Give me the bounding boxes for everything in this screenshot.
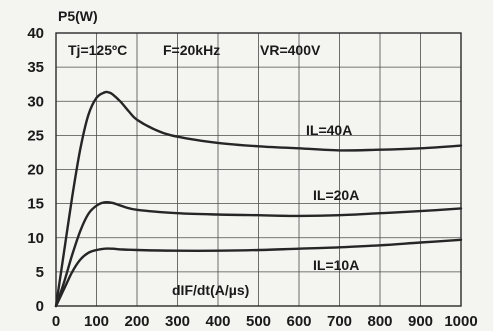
series-line-il20a xyxy=(54,200,463,308)
x-tick-label: 300 xyxy=(165,313,190,330)
series-line-il10a xyxy=(54,238,463,308)
y-tick-label: 25 xyxy=(27,127,44,144)
x-tick-label: 100 xyxy=(84,313,109,330)
y-tick-label: 5 xyxy=(36,264,44,281)
y-tick-label: 0 xyxy=(36,298,44,315)
x-tick-label: 0 xyxy=(52,313,60,330)
x-tick-label: 200 xyxy=(124,313,149,330)
y-tick-label: 10 xyxy=(27,230,44,247)
x-tick-label: 400 xyxy=(205,313,230,330)
y-tick-label: 35 xyxy=(27,59,44,76)
series-label-il40: IL=40A xyxy=(306,122,352,138)
annotation-frequency: F=20kHz xyxy=(163,42,220,58)
series-label-il20: IL=20A xyxy=(313,187,359,203)
y-tick-label: 40 xyxy=(27,25,44,42)
x-tick-label: 1000 xyxy=(444,313,477,330)
x-tick-label: 600 xyxy=(286,313,311,330)
series-label-il10: IL=10A xyxy=(313,257,359,273)
x-tick-label: 700 xyxy=(327,313,352,330)
y-axis-label: P5(W) xyxy=(58,8,98,24)
series-curves xyxy=(54,90,463,308)
annotation-tj: Tj=125ºC xyxy=(68,42,127,58)
x-tick-label: 900 xyxy=(408,313,433,330)
tick-labels: 0 100 200 300 400 500 600 700 800 900 1000 0 5 10 15 20… xyxy=(27,25,477,330)
y-tick-label: 20 xyxy=(27,162,44,179)
grid xyxy=(56,33,461,306)
y-tick-label: 30 xyxy=(27,93,44,110)
plot-frame xyxy=(55,32,462,307)
series-line-il40a xyxy=(54,90,463,308)
x-tick-label: 500 xyxy=(246,313,271,330)
annotation-vr: VR=400V xyxy=(260,42,321,58)
x-axis-label: dIF/dt(A/µs) xyxy=(172,282,249,298)
y-tick-label: 15 xyxy=(27,196,44,213)
x-tick-label: 800 xyxy=(367,313,392,330)
